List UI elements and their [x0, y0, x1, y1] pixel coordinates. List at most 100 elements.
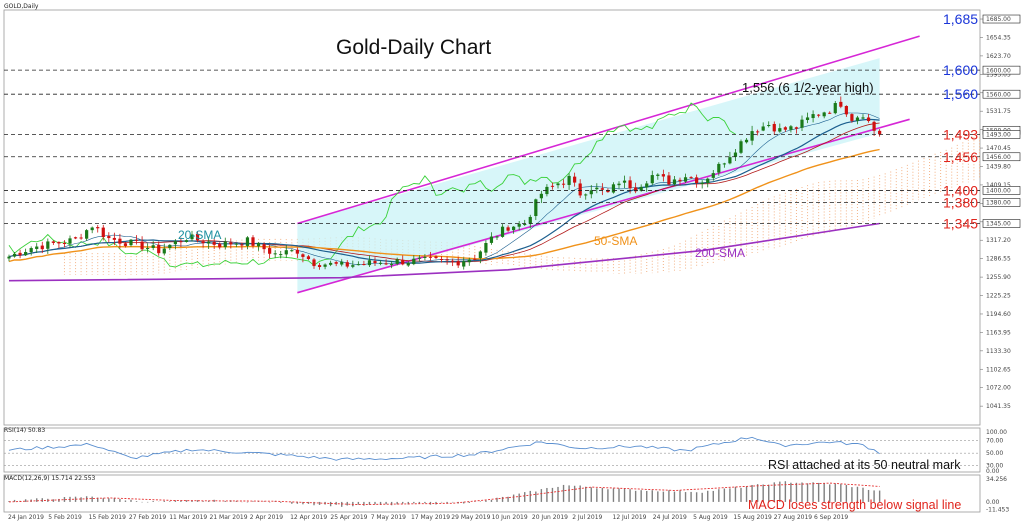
- sma50-label: 50-SMA: [594, 234, 637, 248]
- candle-body: [29, 248, 33, 253]
- candle-body: [345, 262, 349, 267]
- level-label: 1,493: [943, 127, 978, 143]
- x-tick-label: 24 Jan 2019: [8, 514, 44, 521]
- candle-body: [317, 265, 322, 268]
- macd-title: MACD(12,26,9) 15.714 22.553: [4, 475, 96, 482]
- candle-body: [695, 177, 699, 184]
- sma20-label: 20-SMA: [178, 228, 221, 242]
- y-tick-label: 1470.45: [986, 145, 1011, 152]
- sma20-line: [8, 118, 880, 264]
- candle-body: [46, 241, 50, 249]
- level-label: 1,456: [943, 149, 978, 165]
- candle-body: [107, 236, 111, 239]
- y-tick-label: 1041.35: [986, 403, 1011, 410]
- candle-body: [240, 244, 244, 246]
- y-tick-label: 1317.20: [986, 237, 1011, 244]
- candle-body: [495, 236, 499, 238]
- y-tick-label: 1072.00: [986, 385, 1011, 392]
- candle-body: [589, 190, 593, 195]
- candle-body: [362, 263, 366, 265]
- candle-body: [334, 262, 338, 264]
- price-tag: 1456.00: [986, 154, 1011, 161]
- x-tick-label: 2 Apr 2019: [250, 514, 283, 521]
- channel-upper-line: [297, 35, 920, 225]
- x-tick-label: 25 Apr 2019: [330, 514, 367, 521]
- candle-body: [356, 264, 360, 266]
- candle-body: [373, 261, 377, 264]
- candle-body: [412, 258, 416, 265]
- candle-body: [79, 237, 83, 239]
- candle-body: [445, 259, 449, 261]
- candle-body: [462, 261, 466, 267]
- price-tag: 1685.00: [986, 16, 1011, 23]
- candle-body: [7, 256, 11, 259]
- candle-body: [306, 256, 311, 260]
- candle-body: [101, 227, 105, 238]
- candle-body: [96, 227, 100, 229]
- candle-body: [162, 248, 166, 254]
- candle-body: [484, 242, 488, 253]
- price-tag-box: [982, 89, 1021, 99]
- candle-body: [140, 241, 144, 250]
- candle-body: [800, 119, 804, 128]
- candle-body: [506, 227, 510, 231]
- price-tag-box: [982, 14, 1021, 24]
- y-tick-label: 1286.55: [986, 256, 1011, 263]
- symbol-label: GOLD,Daily: [4, 3, 39, 10]
- candle-body: [639, 186, 643, 191]
- candle-body: [478, 251, 482, 259]
- candle-body: [872, 121, 876, 131]
- candle-body: [761, 126, 765, 131]
- candle-body: [617, 183, 621, 186]
- y-tick-label: 1409.15: [986, 182, 1011, 189]
- candle-body: [351, 265, 355, 267]
- candle-body: [778, 128, 782, 132]
- candle-body: [290, 250, 294, 252]
- high-annotation: 1,556 (6 1/2-year high): [742, 80, 874, 95]
- macd-signal-line: [8, 482, 880, 506]
- x-tick-label: 10 Jun 2019: [492, 514, 528, 521]
- y-tick-label: 1654.35: [986, 34, 1011, 41]
- candle-body: [118, 238, 122, 244]
- candle-body: [672, 179, 677, 185]
- candle-body: [384, 263, 388, 265]
- candle-body: [456, 261, 460, 266]
- candle-body: [256, 243, 261, 247]
- candle-body: [401, 259, 405, 265]
- candle-body: [390, 263, 394, 265]
- candle-body: [500, 226, 505, 237]
- x-tick-label: 27 Feb 2019: [129, 514, 167, 521]
- candle-body: [179, 241, 183, 243]
- candle-body: [173, 241, 177, 245]
- candle-body: [805, 117, 810, 121]
- candle-body: [595, 187, 599, 190]
- candle-body: [678, 179, 682, 182]
- candle-body: [733, 152, 738, 157]
- candle-body: [157, 244, 161, 254]
- candle-body: [85, 230, 89, 239]
- candle-body: [606, 190, 610, 193]
- candle-body: [279, 254, 283, 256]
- panel-frame: [3, 427, 981, 473]
- candle-body: [329, 262, 333, 265]
- price-tag-box: [982, 186, 1021, 195]
- candle-body: [378, 262, 383, 264]
- candle-body: [700, 182, 704, 184]
- candle-body: [428, 256, 433, 258]
- candle-body: [251, 237, 255, 246]
- rsi-tick-label: 70.00: [986, 438, 1003, 445]
- price-tag: 1493.00: [986, 132, 1011, 139]
- y-tick-label: 1133.30: [986, 348, 1011, 355]
- candle-body: [861, 117, 865, 119]
- macd-tick-label: 0.00: [986, 499, 1000, 506]
- candle-body: [12, 253, 17, 257]
- chart-title: Gold-Daily Chart: [336, 36, 491, 59]
- candle-body: [223, 241, 227, 248]
- level-label: 1,380: [943, 194, 978, 210]
- x-tick-label: 21 Mar 2019: [210, 514, 248, 521]
- macd-tick-label: 34.256: [986, 476, 1007, 483]
- price-tag: 1345.00: [986, 221, 1011, 228]
- x-tick-label: 12 Apr 2019: [290, 514, 327, 521]
- candle-body: [168, 244, 172, 249]
- candle-body: [134, 239, 139, 241]
